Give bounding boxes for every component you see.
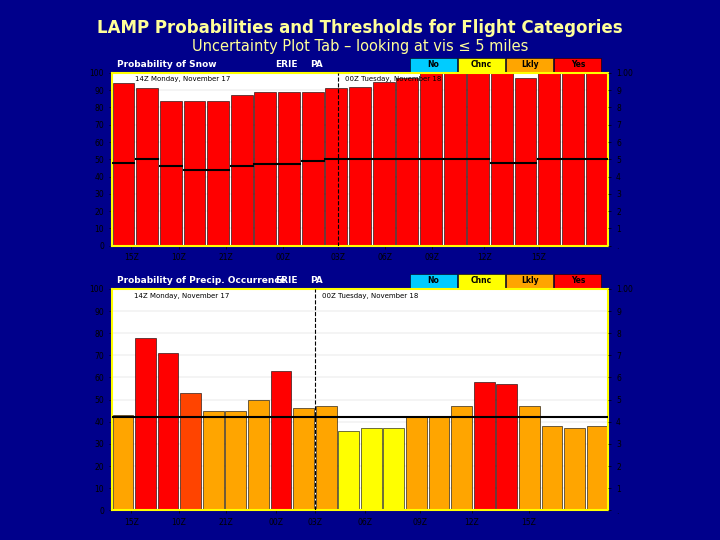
Bar <box>112 415 133 510</box>
Text: Yes: Yes <box>571 276 585 285</box>
Text: Probability of Precip. Occurrence: Probability of Precip. Occurrence <box>117 276 285 285</box>
Bar <box>397 78 418 246</box>
Bar <box>458 57 505 72</box>
Bar <box>248 400 269 510</box>
Text: Lkly: Lkly <box>521 276 539 285</box>
Bar <box>112 83 135 246</box>
Bar <box>541 426 562 510</box>
Bar <box>420 73 442 246</box>
Bar <box>585 73 608 246</box>
Text: 14Z Monday, November 17: 14Z Monday, November 17 <box>135 76 230 83</box>
Bar <box>278 92 300 246</box>
Text: Chnc: Chnc <box>471 60 492 69</box>
Bar <box>467 73 489 246</box>
Bar <box>458 273 505 288</box>
Text: No: No <box>428 60 439 69</box>
Text: ERIE: ERIE <box>276 60 298 69</box>
Bar <box>410 273 457 288</box>
Bar <box>325 89 347 246</box>
Bar <box>506 57 553 72</box>
Bar <box>506 273 553 288</box>
Bar <box>158 353 179 510</box>
Bar <box>225 410 246 510</box>
Bar <box>293 408 314 510</box>
Bar <box>410 57 457 72</box>
Text: No: No <box>428 276 439 285</box>
Bar <box>180 393 201 510</box>
Bar <box>338 430 359 510</box>
Bar <box>491 73 513 246</box>
Bar <box>428 417 449 510</box>
Bar <box>316 406 336 510</box>
Bar <box>207 100 229 246</box>
Bar <box>554 57 601 72</box>
Bar <box>564 428 585 510</box>
Text: Yes: Yes <box>571 60 585 69</box>
Text: Lkly: Lkly <box>521 60 539 69</box>
Text: Chnc: Chnc <box>471 276 492 285</box>
Bar <box>496 384 517 510</box>
Bar <box>554 273 601 288</box>
Bar <box>451 406 472 510</box>
Text: Uncertainty Plot Tab – looking at vis ≤ 5 miles: Uncertainty Plot Tab – looking at vis ≤ … <box>192 39 528 54</box>
Bar <box>587 426 608 510</box>
Bar <box>349 87 371 246</box>
Text: PA: PA <box>310 60 323 69</box>
Text: ERIE: ERIE <box>276 276 298 285</box>
Text: Probability of Snow: Probability of Snow <box>117 60 216 69</box>
Bar <box>184 100 205 246</box>
Text: PA: PA <box>310 276 323 285</box>
Text: LAMP Probabilities and Thresholds for Flight Categories: LAMP Probabilities and Thresholds for Fl… <box>97 19 623 37</box>
Bar <box>136 89 158 246</box>
Bar <box>160 100 181 246</box>
Bar <box>384 428 404 510</box>
Bar <box>203 410 224 510</box>
Bar <box>539 73 560 246</box>
Bar <box>361 428 382 510</box>
Bar <box>519 406 540 510</box>
Bar <box>444 73 466 246</box>
Text: 00Z Tuesday, November 18: 00Z Tuesday, November 18 <box>345 76 441 83</box>
Bar <box>515 78 536 246</box>
Bar <box>231 96 253 246</box>
Bar <box>373 82 395 246</box>
Bar <box>271 371 292 510</box>
Bar <box>135 338 156 510</box>
Bar <box>302 92 323 246</box>
Text: 00Z Tuesday, November 18: 00Z Tuesday, November 18 <box>322 293 418 299</box>
Bar <box>474 382 495 510</box>
Bar <box>562 73 584 246</box>
Text: 14Z Monday, November 17: 14Z Monday, November 17 <box>134 293 230 299</box>
Bar <box>406 417 427 510</box>
Bar <box>254 92 276 246</box>
